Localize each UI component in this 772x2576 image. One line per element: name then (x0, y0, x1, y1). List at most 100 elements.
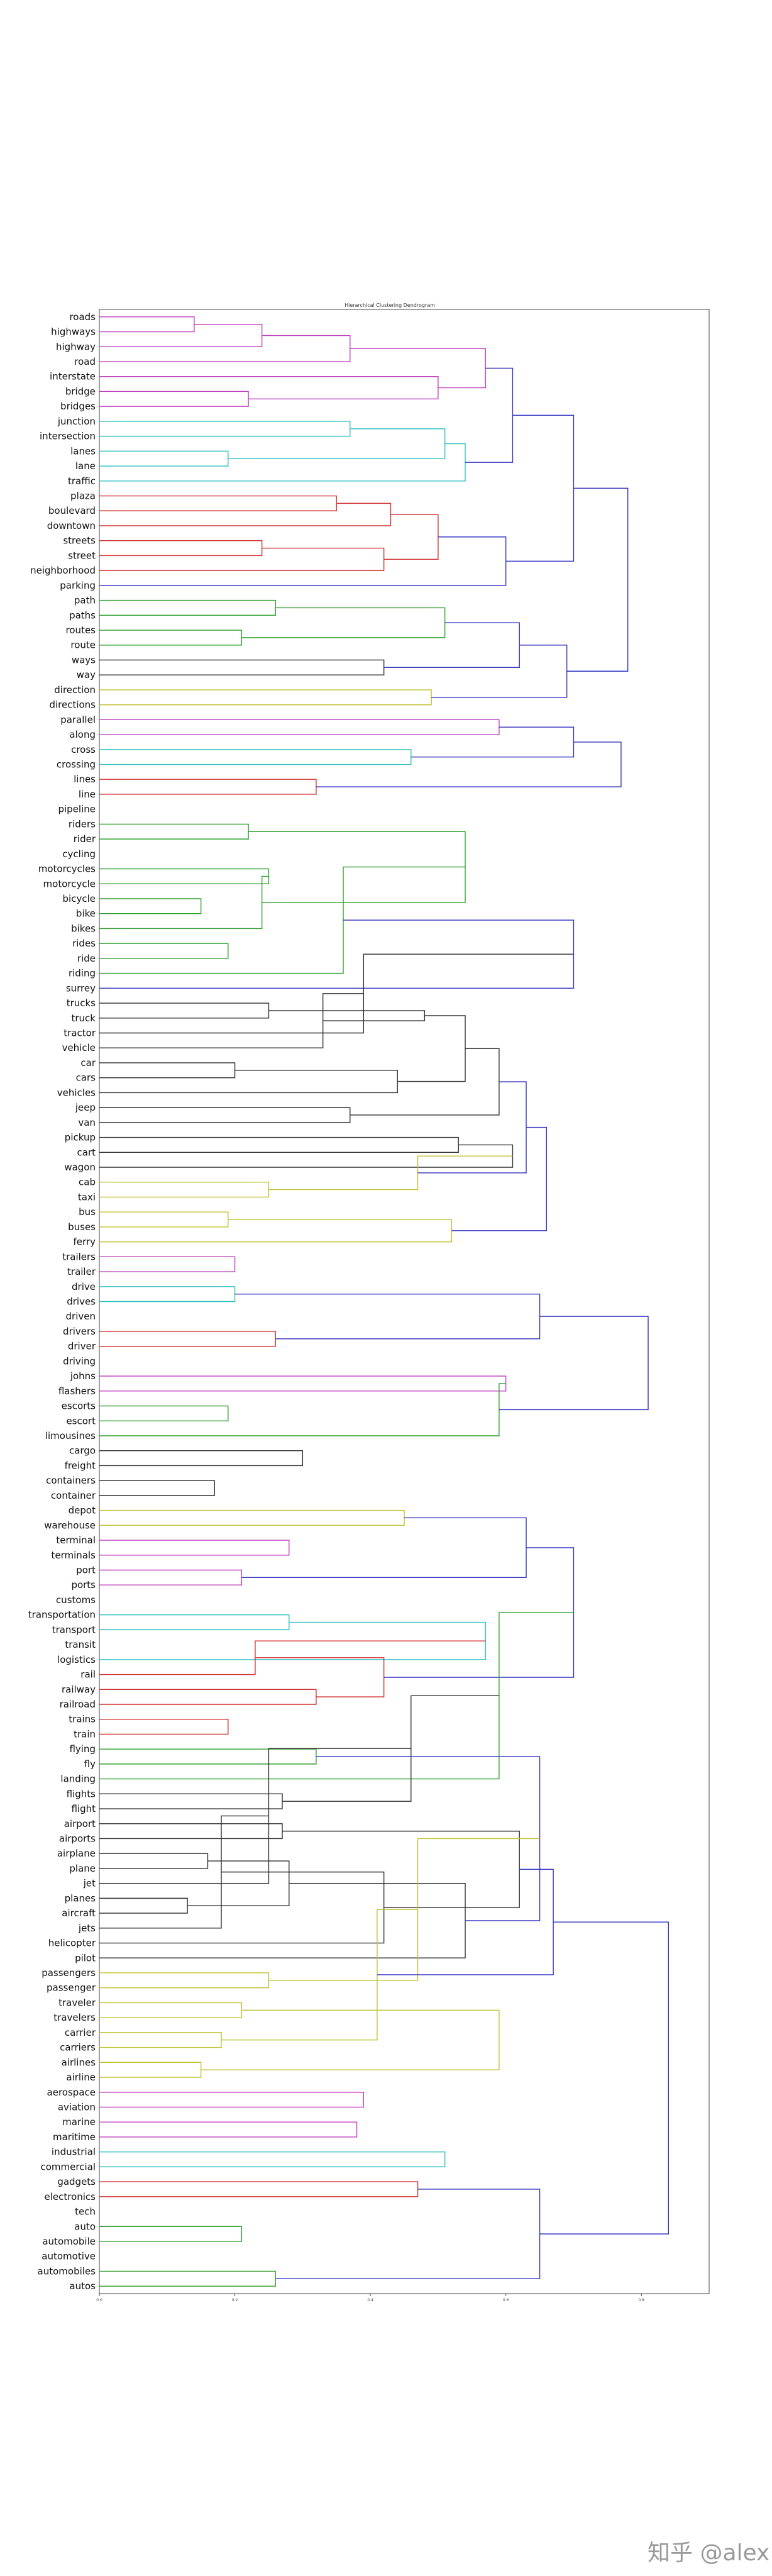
dendrogram-link (268, 1010, 426, 1021)
leaf-label: roads (69, 311, 96, 323)
leaf-label: airline (66, 2072, 96, 2083)
dendrogram-link (99, 689, 432, 706)
dendrogram-link (505, 414, 575, 562)
leaf-label: bridge (65, 386, 96, 397)
leaf-label: downtown (47, 520, 96, 531)
leaf-label: routes (66, 625, 96, 636)
dendrogram-link (99, 1509, 405, 1526)
leaf-label: directions (49, 699, 96, 711)
leaf-label: container (51, 1490, 96, 1501)
leaf-label: surrey (66, 982, 96, 994)
leaf-label: automobile (42, 2236, 96, 2247)
leaf-label: pickup (65, 1132, 96, 1143)
dendrogram-link (282, 1695, 499, 1802)
leaf-label: interstate (50, 371, 96, 382)
leaf-label: highway (56, 341, 96, 352)
leaf-label: trailer (67, 1266, 96, 1277)
leaf-label: bicycle (63, 893, 96, 904)
leaf-label: ferry (74, 1236, 96, 1248)
x-axis-ticks: 0.0 0.2 0.4 0.6 0.8 (96, 2294, 644, 2302)
x-tick-label: 0.6 (503, 2298, 509, 2302)
dendrogram-link (228, 428, 446, 459)
dendrogram-link (99, 1331, 276, 1347)
dendrogram-link (397, 1015, 466, 1082)
leaf-label: pipeline (58, 804, 96, 815)
leaf-label: aviation (58, 2101, 96, 2112)
dendrogram-link (99, 1689, 317, 1705)
dendrogram-link (99, 1070, 398, 1094)
leaf-label: cart (77, 1146, 96, 1158)
leaf-label: van (78, 1117, 96, 1128)
dendrogram-link (99, 443, 466, 482)
dendrogram-link (99, 1871, 385, 1944)
leaf-label: route (70, 640, 96, 651)
leaf-label: plane (69, 1863, 96, 1874)
dendrogram-link (99, 2032, 222, 2048)
dendrogram-link (99, 502, 392, 526)
leaf-label: crossing (57, 759, 96, 770)
leaf-label: jeep (75, 1102, 96, 1113)
dendrogram-link (99, 1062, 236, 1079)
leaf-label: wagon (64, 1162, 96, 1173)
dendrogram-link (99, 324, 263, 348)
leaf-label: driver (68, 1341, 96, 1352)
leaf-label: rider (74, 833, 96, 845)
dendrogram-links (99, 316, 670, 2287)
leaf-label: airport (64, 1818, 96, 1829)
dendrogram-link (241, 1517, 527, 1579)
leaf-label: port (76, 1564, 96, 1575)
dendrogram-link (99, 316, 195, 333)
leaf-label: flashers (58, 1385, 96, 1397)
dendrogram-link (99, 2226, 243, 2242)
leaf-label: drivers (63, 1326, 96, 1337)
leaf-label: lanes (70, 445, 96, 457)
dendrogram-link (499, 1316, 649, 1411)
dendrogram-link (99, 421, 351, 437)
leaf-label: trailers (62, 1251, 96, 1262)
dendrogram-link (99, 1882, 466, 1958)
leaf-label: commercial (41, 2161, 96, 2172)
watermark-text: 知乎 @alex (648, 2540, 770, 2566)
leaf-label: bridges (60, 401, 96, 412)
dendrogram-link (99, 1256, 236, 1272)
leaf-label: fly (84, 1758, 96, 1770)
dendrogram-link (234, 1293, 541, 1340)
leaf-label: passengers (41, 1967, 96, 1979)
leaf-label: parallel (60, 714, 96, 725)
leaf-label: terminals (52, 1550, 96, 1561)
dendrogram-link (99, 1823, 283, 1840)
leaf-label: warehouse (44, 1519, 96, 1531)
leaf-label: vehicles (57, 1087, 96, 1098)
leaf-label: parking (60, 580, 96, 591)
leaf-label: path (74, 595, 96, 606)
dendrogram-link (316, 741, 622, 787)
leaf-label: neighborhood (30, 565, 96, 576)
leaf-label: jets (78, 1923, 96, 1934)
leaf-label: tech (75, 2206, 96, 2218)
dendrogram-link (566, 487, 629, 672)
dendrogram-link (99, 599, 276, 616)
leaf-label: car (80, 1057, 96, 1069)
leaf-label: cargo (69, 1445, 96, 1457)
leaf-label: road (74, 356, 96, 367)
dendrogram-link (99, 1748, 317, 1765)
dendrogram-link (383, 622, 520, 669)
dendrogram-link (99, 1182, 270, 1198)
dendrogram-link (99, 2002, 243, 2018)
leaf-label: tractor (63, 1028, 96, 1039)
dendrogram-link (99, 2270, 276, 2287)
leaf-label: helicopter (48, 1938, 96, 1949)
leaf-label: johns (70, 1370, 96, 1382)
dendrogram-link (417, 1081, 527, 1174)
leaf-label: riders (69, 818, 96, 830)
leaf-label: logistics (57, 1654, 96, 1665)
leaf-label: intersection (40, 431, 96, 442)
leaf-label: carrier (65, 2027, 96, 2038)
leaf-label: planes (65, 1892, 96, 1904)
dendrogram-link (99, 1107, 351, 1123)
dendrogram-link (99, 1540, 290, 1556)
leaf-label: taxi (78, 1191, 96, 1202)
dendrogram-link (465, 367, 514, 463)
dendrogram-link (99, 1719, 229, 1735)
leaf-label: motorcycle (43, 878, 96, 889)
